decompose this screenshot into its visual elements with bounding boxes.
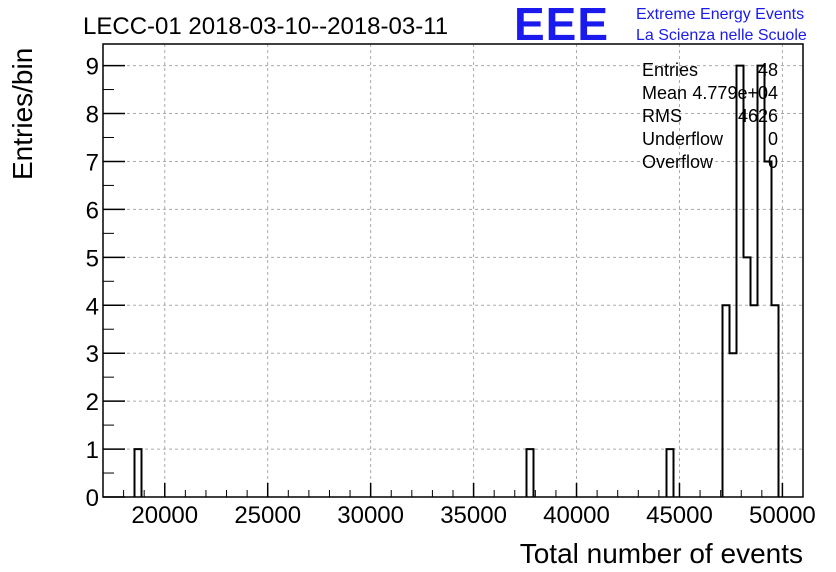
x-tick-label: 25000 <box>234 502 301 529</box>
stats-value: 4.779e+04 <box>692 83 778 103</box>
x-tick-label: 30000 <box>337 502 404 529</box>
y-tick-label: 6 <box>86 197 99 224</box>
y-tick-label: 0 <box>86 485 99 512</box>
eee-logo-mark: EEE <box>514 0 609 50</box>
y-axis-label: Entries/bin <box>7 48 38 180</box>
logo-line-2: La Scienza nelle Scuole <box>636 27 807 44</box>
y-tick-label: 3 <box>86 341 99 368</box>
plot-frame <box>102 43 804 498</box>
stats-label: Entries <box>642 60 698 80</box>
x-tick-label: 40000 <box>543 502 610 529</box>
eee-logo: EEE Extreme Energy Events La Scienza nel… <box>514 0 807 50</box>
logo-line-1: Extreme Energy Events <box>636 6 804 23</box>
x-tick-label: 35000 <box>440 502 507 529</box>
stats-label: Mean <box>642 83 687 103</box>
y-tick-label: 9 <box>86 54 99 81</box>
stats-box: Entries 48 Mean 4.779e+04 RMS 4626 Underflow 0 O… <box>642 60 778 172</box>
histogram-outline <box>133 64 780 497</box>
y-tick-label: 8 <box>86 102 99 129</box>
chart-title: LECC-01 2018-03-10--2018-03-11 <box>83 13 448 40</box>
stats-label: Underflow <box>642 129 724 149</box>
x-tick-label: 50000 <box>749 502 816 529</box>
stats-label: RMS <box>642 106 682 126</box>
y-tick-label: 2 <box>86 389 99 416</box>
y-axis: 0 1 2 3 4 5 6 7 8 9 <box>86 54 125 512</box>
stats-value: 0 <box>768 152 778 172</box>
y-tick-label: 4 <box>86 293 99 320</box>
x-tick-label: 20000 <box>131 502 198 529</box>
y-tick-label: 1 <box>86 437 99 464</box>
x-axis-label: Total number of events <box>520 538 803 569</box>
stats-value: 0 <box>768 129 778 149</box>
grid-lines <box>103 44 803 497</box>
stats-value: 48 <box>758 60 778 80</box>
stats-label: Overflow <box>642 152 714 172</box>
stats-value: 4626 <box>738 106 778 126</box>
y-tick-label: 7 <box>86 149 99 176</box>
x-tick-label: 45000 <box>646 502 713 529</box>
x-axis: 20000 25000 30000 35000 40000 45000 50000 <box>102 483 816 529</box>
y-tick-label: 5 <box>86 245 99 272</box>
